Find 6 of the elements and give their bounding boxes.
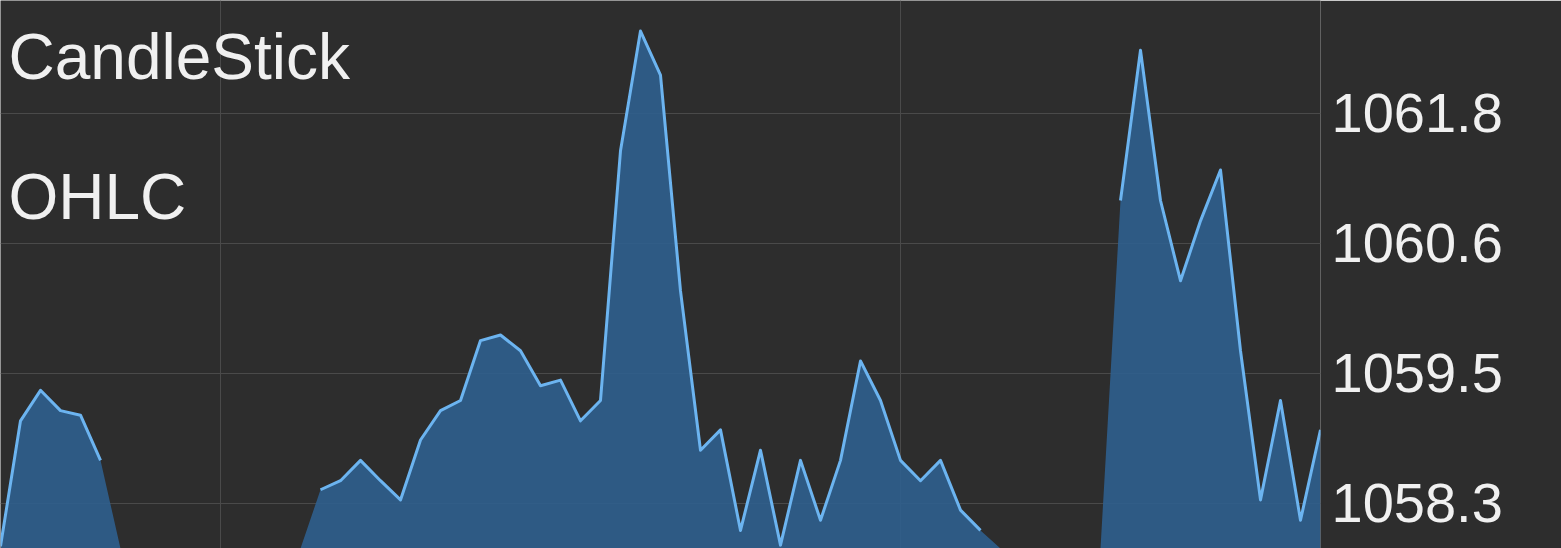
y-tick-label: 1061.8 xyxy=(1331,81,1503,145)
y-tick-label: 1060.6 xyxy=(1331,211,1503,275)
y-tick-label: 1059.5 xyxy=(1331,341,1503,405)
annotation: CandleStick xyxy=(8,20,351,93)
y-tick-label: 1058.3 xyxy=(1331,471,1503,535)
annotation: OHLC xyxy=(8,160,187,233)
